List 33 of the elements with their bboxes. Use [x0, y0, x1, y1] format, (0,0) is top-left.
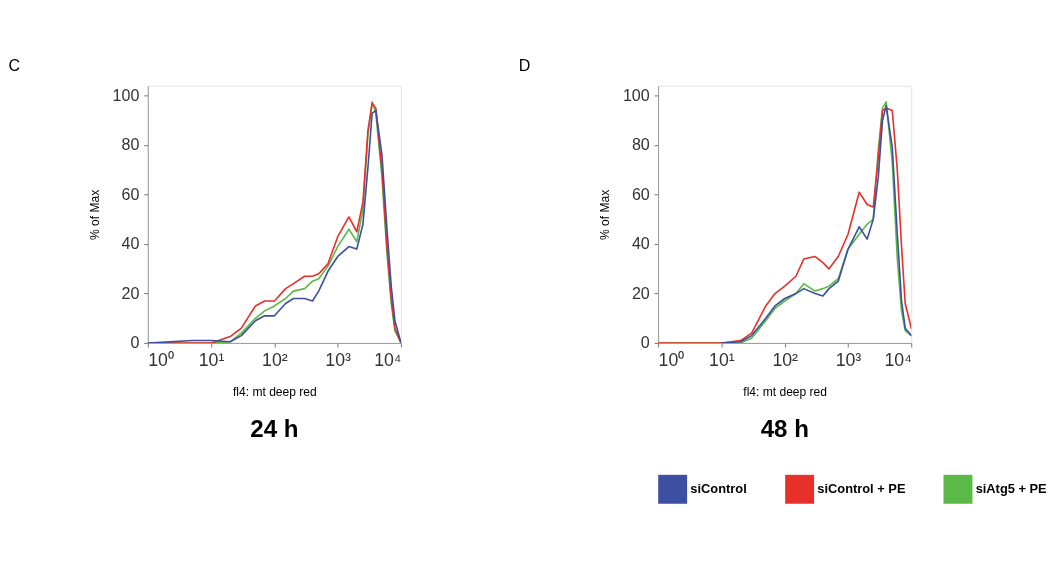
y-tick-label: 20	[631, 283, 650, 302]
x-tick-label: 10⁰	[148, 349, 174, 370]
y-tick-label: 0	[640, 333, 650, 352]
legend-label: siControl	[690, 481, 747, 497]
y-tick-label: 80	[631, 135, 650, 154]
x-tick-label: 10⁴	[884, 349, 912, 370]
y-tick-label: 60	[121, 184, 140, 203]
y-tick-label: 20	[121, 283, 140, 302]
text: C	[8, 56, 21, 75]
x-tick-label: 10¹	[198, 349, 225, 370]
x-tick-label: 10²	[772, 349, 799, 370]
x-tick-label: 10⁴	[374, 349, 402, 370]
y-axis-title: % of Max	[598, 189, 613, 240]
y-tick-label: 0	[130, 333, 140, 352]
x-tick-label: 10¹	[709, 349, 735, 370]
y-tick-label: 60	[631, 184, 650, 203]
y-tick-label: 40	[121, 234, 140, 253]
y-tick-label: 80	[121, 135, 140, 154]
x-axis-title: fl4: mt deep red	[232, 385, 317, 400]
legend-label: siAtg5 + PE	[975, 481, 1048, 497]
x-tick-label: 10³	[835, 349, 862, 370]
x-tick-label: 10²	[262, 349, 288, 370]
text: 48 h	[760, 415, 809, 443]
y-tick-label: 100	[112, 85, 140, 104]
text: 24 h	[250, 415, 299, 443]
x-tick-label: 10³	[325, 349, 352, 370]
x-axis-title: fl4: mt deep red	[743, 385, 828, 400]
y-tick-label: 100	[622, 85, 650, 104]
legend-label: siControl + PE	[817, 481, 906, 497]
y-axis-title: % of Max	[87, 189, 102, 240]
y-tick-label: 40	[631, 234, 650, 253]
text: D	[518, 56, 531, 75]
x-tick-label: 10⁰	[658, 349, 685, 370]
